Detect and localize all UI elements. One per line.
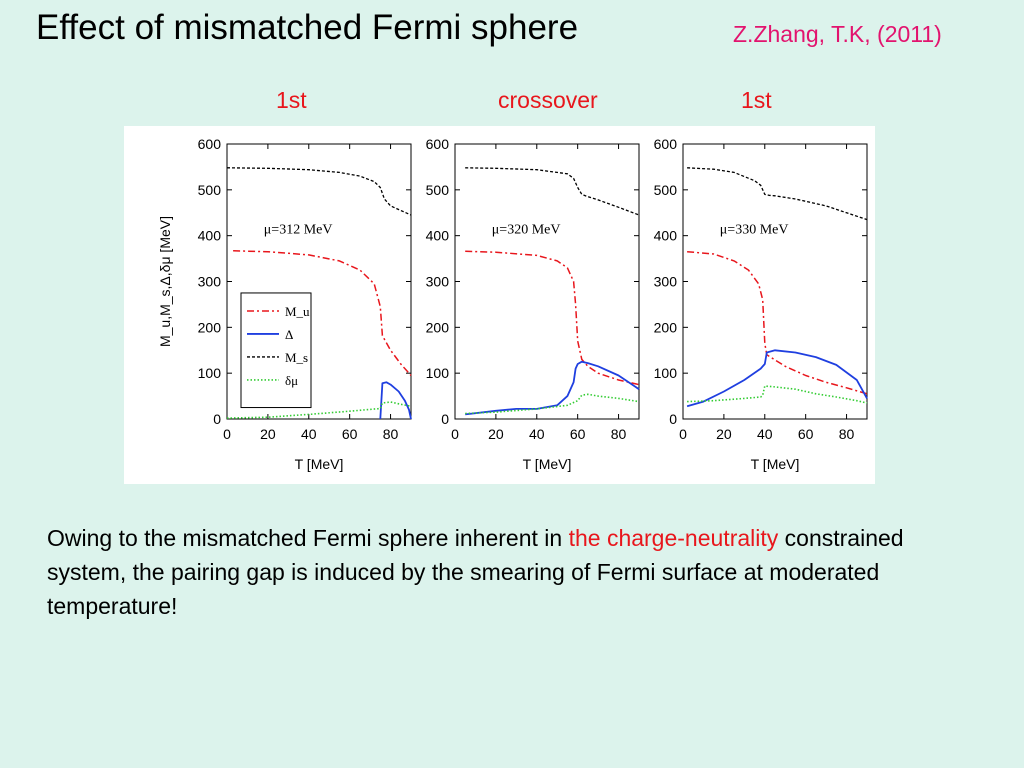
mu-annotation: μ=312 MeV (264, 222, 333, 237)
legend-label: Δ (285, 327, 293, 342)
x-tick-label: 60 (342, 426, 358, 442)
y-tick-label: 100 (426, 365, 450, 381)
y-tick-label: 200 (654, 319, 678, 335)
citation: Z.Zhang, T.K, (2011) (733, 21, 942, 47)
x-tick-label: 60 (798, 426, 814, 442)
series-m-u-line (233, 250, 412, 376)
x-axis-label: T [MeV] (523, 456, 572, 472)
x-tick-label: 60 (570, 426, 586, 442)
body-text-before: Owing to the mismatched Fermi sphere inh… (47, 525, 569, 551)
x-tick-label: 0 (223, 426, 231, 442)
x-tick-label: 0 (451, 426, 459, 442)
y-tick-label: 200 (426, 319, 450, 335)
y-tick-label: 400 (198, 228, 222, 244)
panel-tag-middle: crossover (498, 87, 598, 113)
y-tick-label: 500 (198, 182, 222, 198)
y-tick-label: 300 (654, 274, 678, 290)
panel-tag-right: 1st (741, 87, 772, 113)
series-m-u-line (465, 250, 640, 386)
x-tick-label: 40 (301, 426, 317, 442)
plot-frame (454, 143, 640, 420)
legend-box (240, 292, 312, 409)
plot-frame (682, 143, 868, 420)
x-tick-label: 20 (716, 426, 732, 442)
figure-panel: 0 100 200 300 400 500 600 0 20 40 60 80 T [MeV] μ=312… (124, 126, 875, 484)
legend: M_u Δ M_s δμ (240, 292, 312, 409)
y-tick-label: 400 (426, 228, 450, 244)
y-tick-label: 200 (198, 319, 222, 335)
x-tick-label: 20 (260, 426, 276, 442)
series-dmu-line (687, 385, 868, 404)
y-tick-label: 0 (213, 411, 221, 427)
chart-panel-3: 0 100 200 300 400 500 600 0 20 40 60 80 T [MeV] μ=330… (654, 136, 868, 472)
x-tick-label: 20 (488, 426, 504, 442)
y-tick-label: 500 (654, 182, 678, 198)
series-m-s-line (465, 167, 640, 216)
legend-label: M_s (285, 350, 308, 365)
series-dmu-line (465, 393, 640, 415)
x-tick-label: 80 (611, 426, 627, 442)
y-tick-label: 100 (198, 365, 222, 381)
legend-label: δμ (285, 373, 298, 388)
y-tick-label: 600 (198, 136, 222, 152)
x-tick-label: 40 (757, 426, 773, 442)
y-axis-label: M_u,M_s,Δ,δμ [MeV] (157, 216, 173, 347)
x-axis-label: T [MeV] (751, 456, 800, 472)
x-axis-label: T [MeV] (295, 456, 344, 472)
series-m-s-line (226, 167, 412, 216)
body-text-after: constrained system, the pairing gap is i… (47, 525, 904, 619)
panel-tag-left: 1st (276, 87, 307, 113)
series-m-s-line (687, 167, 868, 221)
x-tick-label: 0 (679, 426, 687, 442)
x-tick-label: 40 (529, 426, 545, 442)
y-tick-label: 400 (654, 228, 678, 244)
y-tick-label: 0 (441, 411, 449, 427)
chart-panel-2: 0 100 200 300 400 500 600 0 20 40 60 80 T [MeV] μ=320… (426, 136, 640, 472)
series-delta-line (686, 349, 868, 408)
slide-title: Effect of mismatched Fermi sphere (36, 8, 579, 47)
y-tick-label: 500 (426, 182, 450, 198)
x-tick-label: 80 (383, 426, 399, 442)
x-tick-label: 80 (839, 426, 855, 442)
series-delta-line (379, 381, 412, 420)
body-paragraph: Owing to the mismatched Fermi sphere inh… (47, 521, 987, 623)
y-tick-label: 300 (426, 274, 450, 290)
series-delta-line (465, 360, 640, 416)
y-tick-label: 600 (426, 136, 450, 152)
mu-annotation: μ=320 MeV (492, 222, 561, 237)
mu-annotation: μ=330 MeV (720, 222, 789, 237)
y-tick-label: 0 (669, 411, 677, 427)
chart-panel-1: 0 100 200 300 400 500 600 0 20 40 60 80 T [MeV] μ=312… (157, 136, 412, 472)
y-tick-label: 100 (654, 365, 678, 381)
y-tick-label: 600 (654, 136, 678, 152)
legend-label: M_u (285, 304, 310, 319)
series-m-u-line (687, 250, 868, 395)
body-text-highlight: the charge-neutrality (568, 525, 779, 551)
y-tick-label: 300 (198, 274, 222, 290)
